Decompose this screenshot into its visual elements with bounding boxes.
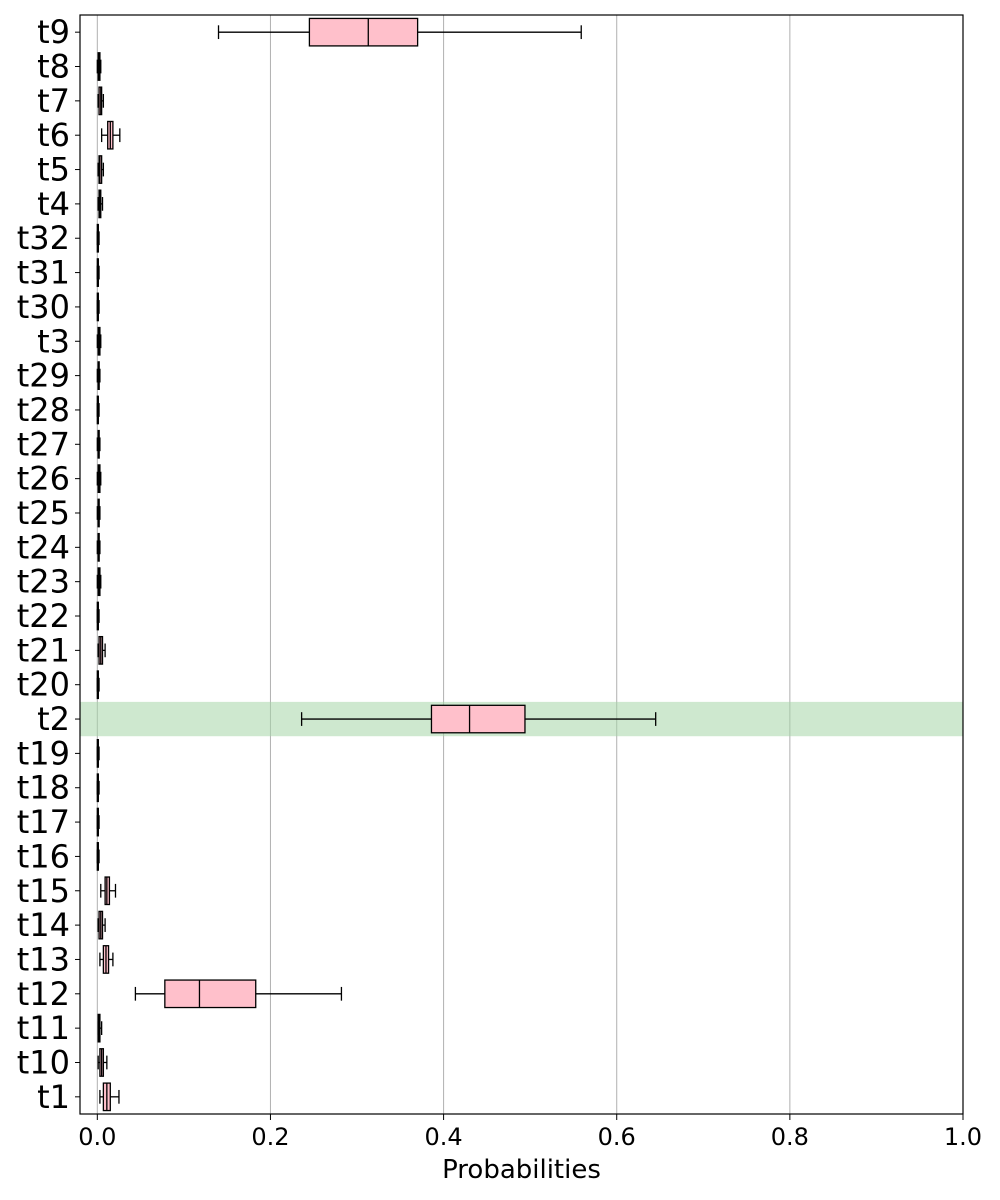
category-label-t13: t13 bbox=[17, 940, 70, 978]
category-label-t23: t23 bbox=[17, 563, 70, 601]
category-label-t25: t25 bbox=[17, 494, 70, 532]
category-label-t19: t19 bbox=[17, 734, 70, 772]
box-t13 bbox=[99, 945, 114, 974]
x-tick-label-0.0: 0.0 bbox=[78, 1123, 116, 1151]
category-label-t28: t28 bbox=[17, 391, 70, 429]
box-t27 bbox=[96, 429, 101, 459]
box-t15 bbox=[100, 876, 117, 906]
box-t10 bbox=[97, 1048, 108, 1077]
category-label-t31: t31 bbox=[17, 254, 70, 292]
category-label-t26: t26 bbox=[17, 460, 70, 498]
box-t23 bbox=[96, 567, 102, 597]
box-t19 bbox=[96, 739, 100, 768]
box-t9 bbox=[217, 17, 582, 47]
box-t29 bbox=[96, 361, 101, 390]
box-t6 bbox=[100, 120, 121, 150]
category-label-t15: t15 bbox=[17, 872, 70, 910]
box-t7 bbox=[97, 86, 105, 116]
grid-lines bbox=[96, 15, 964, 1114]
box-iqr-t12 bbox=[164, 979, 257, 1009]
category-label-t24: t24 bbox=[17, 528, 70, 566]
box-t31 bbox=[96, 258, 100, 287]
box-t28 bbox=[96, 395, 100, 425]
box-t5 bbox=[97, 155, 105, 184]
category-label-t2: t2 bbox=[37, 700, 70, 738]
axes: t9t8t7t6t5t4t32t31t30t3t29t28t27t26t25t2… bbox=[17, 13, 982, 1151]
category-label-t18: t18 bbox=[17, 769, 70, 807]
category-label-t3: t3 bbox=[37, 322, 70, 360]
category-label-t30: t30 bbox=[17, 288, 70, 326]
x-tick-label-1.0: 1.0 bbox=[944, 1123, 982, 1151]
box-t1 bbox=[99, 1082, 120, 1112]
category-label-t12: t12 bbox=[17, 975, 70, 1013]
category-label-t29: t29 bbox=[17, 357, 70, 395]
box-iqr-t2 bbox=[430, 704, 526, 734]
box-t12 bbox=[134, 979, 343, 1009]
category-label-t10: t10 bbox=[17, 1043, 70, 1081]
category-label-t16: t16 bbox=[17, 837, 70, 875]
category-label-t22: t22 bbox=[17, 597, 70, 635]
category-label-t5: t5 bbox=[37, 151, 70, 189]
box-t24 bbox=[96, 532, 101, 562]
category-label-t8: t8 bbox=[37, 48, 70, 86]
category-label-t4: t4 bbox=[37, 185, 70, 223]
plot-frame bbox=[79, 14, 964, 1115]
box-t4 bbox=[97, 189, 104, 219]
category-label-t7: t7 bbox=[37, 82, 70, 120]
box-iqr-t9 bbox=[308, 17, 419, 47]
box-t21 bbox=[97, 635, 106, 665]
box-t32 bbox=[96, 223, 100, 253]
category-label-t21: t21 bbox=[17, 631, 70, 669]
box-t22 bbox=[96, 601, 100, 631]
box-t17 bbox=[96, 807, 100, 837]
category-label-t27: t27 bbox=[17, 425, 70, 463]
category-label-t9: t9 bbox=[37, 13, 70, 51]
category-label-t14: t14 bbox=[17, 906, 70, 944]
box-t3 bbox=[96, 326, 102, 356]
box-t8 bbox=[96, 52, 102, 81]
box-layer bbox=[96, 17, 657, 1112]
category-label-t1: t1 bbox=[37, 1078, 70, 1116]
box-t11 bbox=[97, 1013, 103, 1043]
box-t25 bbox=[96, 498, 101, 528]
category-label-t11: t11 bbox=[17, 1009, 70, 1047]
x-axis-label: Probabilities bbox=[442, 1155, 601, 1185]
box-t20 bbox=[96, 670, 100, 700]
x-tick-label-0.8: 0.8 bbox=[771, 1123, 809, 1151]
category-label-t17: t17 bbox=[17, 803, 70, 841]
x-tick-label-0.4: 0.4 bbox=[425, 1123, 463, 1151]
box-t26 bbox=[96, 464, 102, 494]
category-label-t6: t6 bbox=[37, 116, 70, 154]
box-t16 bbox=[96, 842, 100, 871]
category-label-t20: t20 bbox=[17, 666, 70, 704]
category-label-t32: t32 bbox=[17, 219, 70, 257]
box-t14 bbox=[97, 910, 106, 940]
x-tick-label-0.2: 0.2 bbox=[251, 1123, 289, 1151]
x-tick-label-0.6: 0.6 bbox=[598, 1123, 636, 1151]
box-t18 bbox=[96, 773, 100, 803]
box-t2 bbox=[300, 704, 657, 734]
box-t30 bbox=[96, 292, 100, 322]
